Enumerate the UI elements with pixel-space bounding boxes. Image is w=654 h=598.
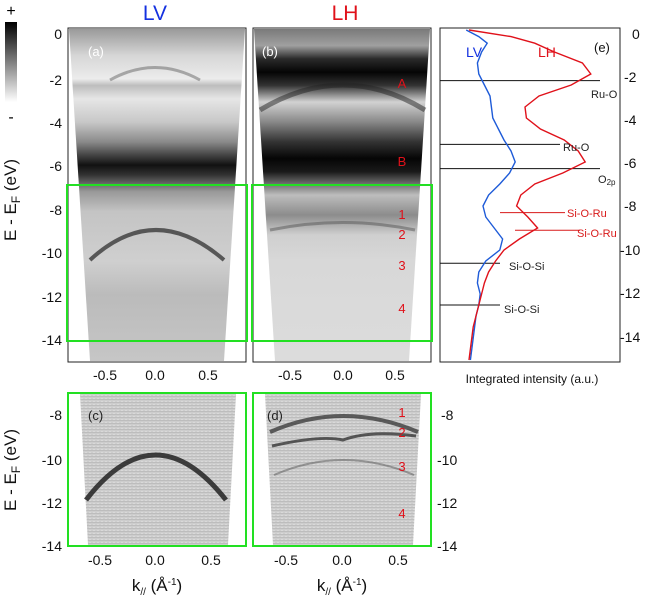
k-axis-label-right: k// (Å-1) bbox=[317, 576, 367, 598]
svg-text:-8: -8 bbox=[624, 198, 637, 214]
svg-text:-14: -14 bbox=[437, 538, 457, 554]
k-ticks-bottom: -0.5 0.0 0.5 -0.5 0.0 0.5 bbox=[88, 552, 408, 568]
annotation-si-o-ru-2: Si-O-Ru bbox=[577, 228, 617, 240]
svg-text:0.0: 0.0 bbox=[333, 367, 353, 383]
band-label-A: A bbox=[398, 76, 407, 91]
legend-lh: LH bbox=[538, 44, 556, 60]
arpes-zoom-lv bbox=[80, 394, 236, 545]
svg-text:-0.5: -0.5 bbox=[274, 552, 298, 568]
annotation-si-o-ru-1: Si-O-Ru bbox=[567, 208, 607, 220]
svg-text:0.5: 0.5 bbox=[201, 552, 221, 568]
band-label-1: 1 bbox=[398, 207, 405, 222]
svg-text:-12: -12 bbox=[42, 289, 62, 305]
annotation-si-o-si-1: Si-O-Si bbox=[509, 261, 544, 273]
svg-text:-8: -8 bbox=[50, 407, 63, 423]
svg-text:-6: -6 bbox=[50, 158, 63, 174]
svg-text:-2: -2 bbox=[50, 72, 63, 88]
svg-text:-10: -10 bbox=[42, 452, 62, 468]
svg-text:-10: -10 bbox=[437, 452, 457, 468]
panel-label-e: (e) bbox=[594, 40, 610, 55]
panel-b: (b) bbox=[251, 27, 433, 363]
svg-text:0.0: 0.0 bbox=[145, 367, 165, 383]
intensity-axis-label: Integrated intensity (a.u.) bbox=[466, 372, 599, 386]
series-lh-line bbox=[468, 29, 592, 361]
svg-text:-14: -14 bbox=[42, 332, 62, 348]
band-arc-lv bbox=[88, 228, 226, 262]
svg-text:0.5: 0.5 bbox=[388, 552, 408, 568]
svg-text:-12: -12 bbox=[437, 495, 457, 511]
svg-text:-14: -14 bbox=[42, 538, 62, 554]
svg-text:-10: -10 bbox=[620, 242, 640, 258]
svg-text:-4: -4 bbox=[50, 115, 63, 131]
svg-text:-12: -12 bbox=[620, 285, 640, 301]
svg-text:-0.5: -0.5 bbox=[278, 367, 302, 383]
svg-text:-12: -12 bbox=[42, 495, 62, 511]
annotation-si-o-si-2: Si-O-Si bbox=[504, 304, 539, 316]
energy-ticks-right-top: 0 -2 -4 -6 -8 -10 -12 -14 bbox=[620, 26, 640, 345]
svg-text:0.5: 0.5 bbox=[198, 367, 218, 383]
energy-axis-label-top: E - EF (eV) bbox=[1, 159, 23, 241]
k-axis-label-left: k// (Å-1) bbox=[132, 576, 182, 598]
band-label-bottom-2: 2 bbox=[398, 425, 405, 440]
colorbar-plus: + bbox=[6, 3, 15, 20]
energy-ticks-bottom-left: -8 -10 -12 -14 bbox=[42, 407, 62, 554]
svg-text:-10: -10 bbox=[42, 245, 62, 261]
svg-text:0.5: 0.5 bbox=[385, 367, 405, 383]
svg-text:0: 0 bbox=[54, 26, 62, 42]
band-label-3: 3 bbox=[398, 258, 405, 273]
panel-a: (a) bbox=[66, 27, 248, 363]
svg-text:-0.5: -0.5 bbox=[88, 552, 112, 568]
arpes-image-lh bbox=[254, 29, 430, 361]
arpes-zoom-lh bbox=[265, 394, 421, 545]
panel-label-b: (b) bbox=[262, 44, 278, 59]
svg-text:-8: -8 bbox=[50, 202, 63, 218]
annotation-ru-o-1: Ru-O bbox=[591, 89, 618, 101]
annotation-ru-o-2: Ru-O bbox=[563, 142, 590, 154]
svg-text:-2: -2 bbox=[624, 69, 637, 85]
energy-ticks-top: 0 -2 -4 -6 -8 -10 -12 -14 bbox=[42, 26, 62, 348]
band-label-4: 4 bbox=[398, 301, 405, 316]
svg-text:-6: -6 bbox=[624, 155, 637, 171]
band-label-bottom-3: 3 bbox=[398, 459, 405, 474]
title-lh: LH bbox=[332, 2, 359, 25]
svg-text:0.0: 0.0 bbox=[332, 552, 352, 568]
svg-text:0.0: 0.0 bbox=[145, 552, 165, 568]
panel-d: (d) 1 2 3 4 bbox=[252, 392, 432, 547]
svg-text:-14: -14 bbox=[620, 329, 640, 345]
panel-label-c: (c) bbox=[88, 408, 103, 423]
svg-text:-8: -8 bbox=[441, 407, 454, 423]
highlight-box-a bbox=[66, 184, 248, 342]
band-label-B: B bbox=[398, 154, 407, 169]
annotation-o2p: O2p bbox=[598, 174, 616, 187]
band-label-2: 2 bbox=[398, 227, 405, 242]
arpes-image-lv bbox=[69, 29, 245, 361]
panel-e: LV LH (e) Ru-O Ru-O O2p Si-O-Ru Si-O-Ru … bbox=[439, 27, 621, 386]
band-label-bottom-1: 1 bbox=[398, 405, 405, 420]
svg-text:-4: -4 bbox=[624, 112, 637, 128]
colorbar-minus: - bbox=[8, 109, 13, 126]
legend-lv: LV bbox=[466, 44, 483, 60]
band-arc-zoom-lv bbox=[84, 452, 228, 502]
svg-text:0: 0 bbox=[632, 26, 640, 42]
k-ticks-top: -0.5 0.0 0.5 -0.5 0.0 0.5 bbox=[93, 367, 405, 383]
svg-text:-0.5: -0.5 bbox=[93, 367, 117, 383]
highlight-box-b bbox=[251, 184, 433, 342]
band-label-bottom-4: 4 bbox=[398, 506, 405, 521]
colorbar bbox=[5, 22, 17, 102]
energy-ticks-bottom-right: -8 -10 -12 -14 bbox=[437, 407, 457, 554]
panel-c: (c) bbox=[67, 392, 247, 547]
panel-label-d: (d) bbox=[267, 408, 283, 423]
panel-label-a: (a) bbox=[88, 44, 104, 59]
title-lv: LV bbox=[143, 2, 167, 25]
energy-axis-label-bottom: E - EF (eV) bbox=[1, 429, 23, 511]
